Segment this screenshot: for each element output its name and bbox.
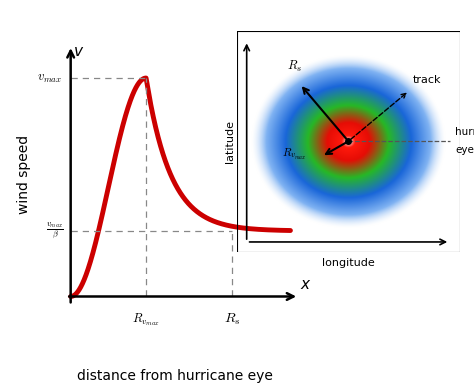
Text: $\frac{v_{max}}{\beta}$: $\frac{v_{max}}{\beta}$ <box>46 220 64 241</box>
Text: eye: eye <box>455 145 474 155</box>
Text: distance from hurricane eye: distance from hurricane eye <box>77 369 273 383</box>
Text: track: track <box>413 75 442 85</box>
Text: latitude: latitude <box>225 120 235 163</box>
Text: $\boldsymbol{R_{v_{max}}}$: $\boldsymbol{R_{v_{max}}}$ <box>283 147 307 162</box>
Text: hurricane: hurricane <box>455 127 474 137</box>
Text: v: v <box>74 44 83 59</box>
Text: x: x <box>300 277 309 292</box>
Text: $R_s$: $R_s$ <box>224 312 241 327</box>
Text: longitude: longitude <box>322 258 375 268</box>
Text: $v_{max}$: $v_{max}$ <box>37 72 62 84</box>
Text: $\boldsymbol{R_s}$: $\boldsymbol{R_s}$ <box>287 59 302 74</box>
Text: $R_{v_{max}}$: $R_{v_{max}}$ <box>132 312 160 329</box>
Text: wind speed: wind speed <box>17 135 31 214</box>
